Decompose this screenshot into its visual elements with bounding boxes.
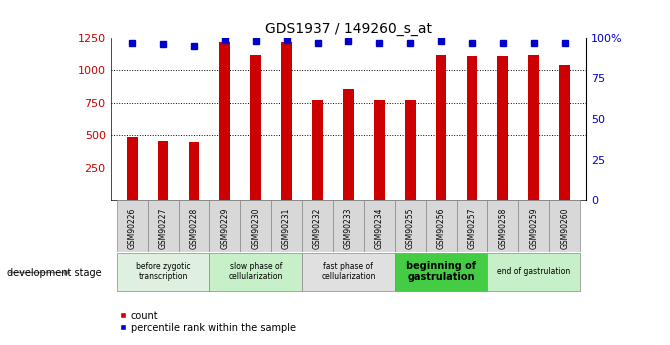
FancyBboxPatch shape <box>117 200 147 252</box>
Text: GSM90258: GSM90258 <box>498 208 507 249</box>
FancyBboxPatch shape <box>302 200 333 252</box>
Bar <box>466 56 477 200</box>
Bar <box>559 65 570 200</box>
Text: GSM90230: GSM90230 <box>251 208 260 249</box>
Text: end of gastrulation: end of gastrulation <box>497 267 570 276</box>
FancyBboxPatch shape <box>549 200 580 252</box>
Bar <box>497 56 509 200</box>
Text: GSM90233: GSM90233 <box>344 208 353 249</box>
FancyBboxPatch shape <box>487 253 580 291</box>
FancyBboxPatch shape <box>117 253 210 291</box>
Text: GSM90232: GSM90232 <box>313 208 322 249</box>
Text: GSM90227: GSM90227 <box>159 208 168 249</box>
FancyBboxPatch shape <box>333 200 364 252</box>
FancyBboxPatch shape <box>147 200 178 252</box>
Text: GSM90259: GSM90259 <box>529 208 538 249</box>
Bar <box>251 56 261 200</box>
Text: slow phase of
cellularization: slow phase of cellularization <box>228 262 283 282</box>
FancyBboxPatch shape <box>456 200 487 252</box>
Text: GSM90231: GSM90231 <box>282 208 291 249</box>
Bar <box>343 89 354 200</box>
Text: GSM90228: GSM90228 <box>190 208 198 249</box>
Bar <box>220 42 230 200</box>
Text: fast phase of
cellularization: fast phase of cellularization <box>321 262 376 282</box>
FancyBboxPatch shape <box>425 200 456 252</box>
FancyBboxPatch shape <box>487 200 519 252</box>
Text: GSM90257: GSM90257 <box>468 208 476 249</box>
Text: GSM90234: GSM90234 <box>375 208 384 249</box>
Bar <box>188 142 200 200</box>
Text: beginning of
gastrulation: beginning of gastrulation <box>406 261 476 283</box>
FancyBboxPatch shape <box>241 200 271 252</box>
FancyBboxPatch shape <box>395 200 425 252</box>
FancyBboxPatch shape <box>364 200 395 252</box>
FancyBboxPatch shape <box>271 200 302 252</box>
Bar <box>436 55 446 200</box>
Text: development stage: development stage <box>7 268 101 277</box>
Bar <box>127 137 137 200</box>
Text: GSM90260: GSM90260 <box>560 208 569 249</box>
Title: GDS1937 / 149260_s_at: GDS1937 / 149260_s_at <box>265 21 432 36</box>
Text: GSM90229: GSM90229 <box>220 208 229 249</box>
FancyBboxPatch shape <box>178 200 210 252</box>
Bar <box>405 100 415 200</box>
Legend: count, percentile rank within the sample: count, percentile rank within the sample <box>115 307 300 337</box>
Bar <box>312 100 323 200</box>
Text: GSM90255: GSM90255 <box>405 208 415 249</box>
Bar <box>374 100 385 200</box>
FancyBboxPatch shape <box>302 253 395 291</box>
Bar <box>281 42 292 200</box>
Text: before zygotic
transcription: before zygotic transcription <box>136 262 190 282</box>
Bar <box>529 55 539 200</box>
FancyBboxPatch shape <box>210 253 302 291</box>
Text: GSM90226: GSM90226 <box>128 208 137 249</box>
FancyBboxPatch shape <box>519 200 549 252</box>
FancyBboxPatch shape <box>210 200 241 252</box>
Text: GSM90256: GSM90256 <box>437 208 446 249</box>
Bar <box>157 141 168 200</box>
FancyBboxPatch shape <box>395 253 487 291</box>
